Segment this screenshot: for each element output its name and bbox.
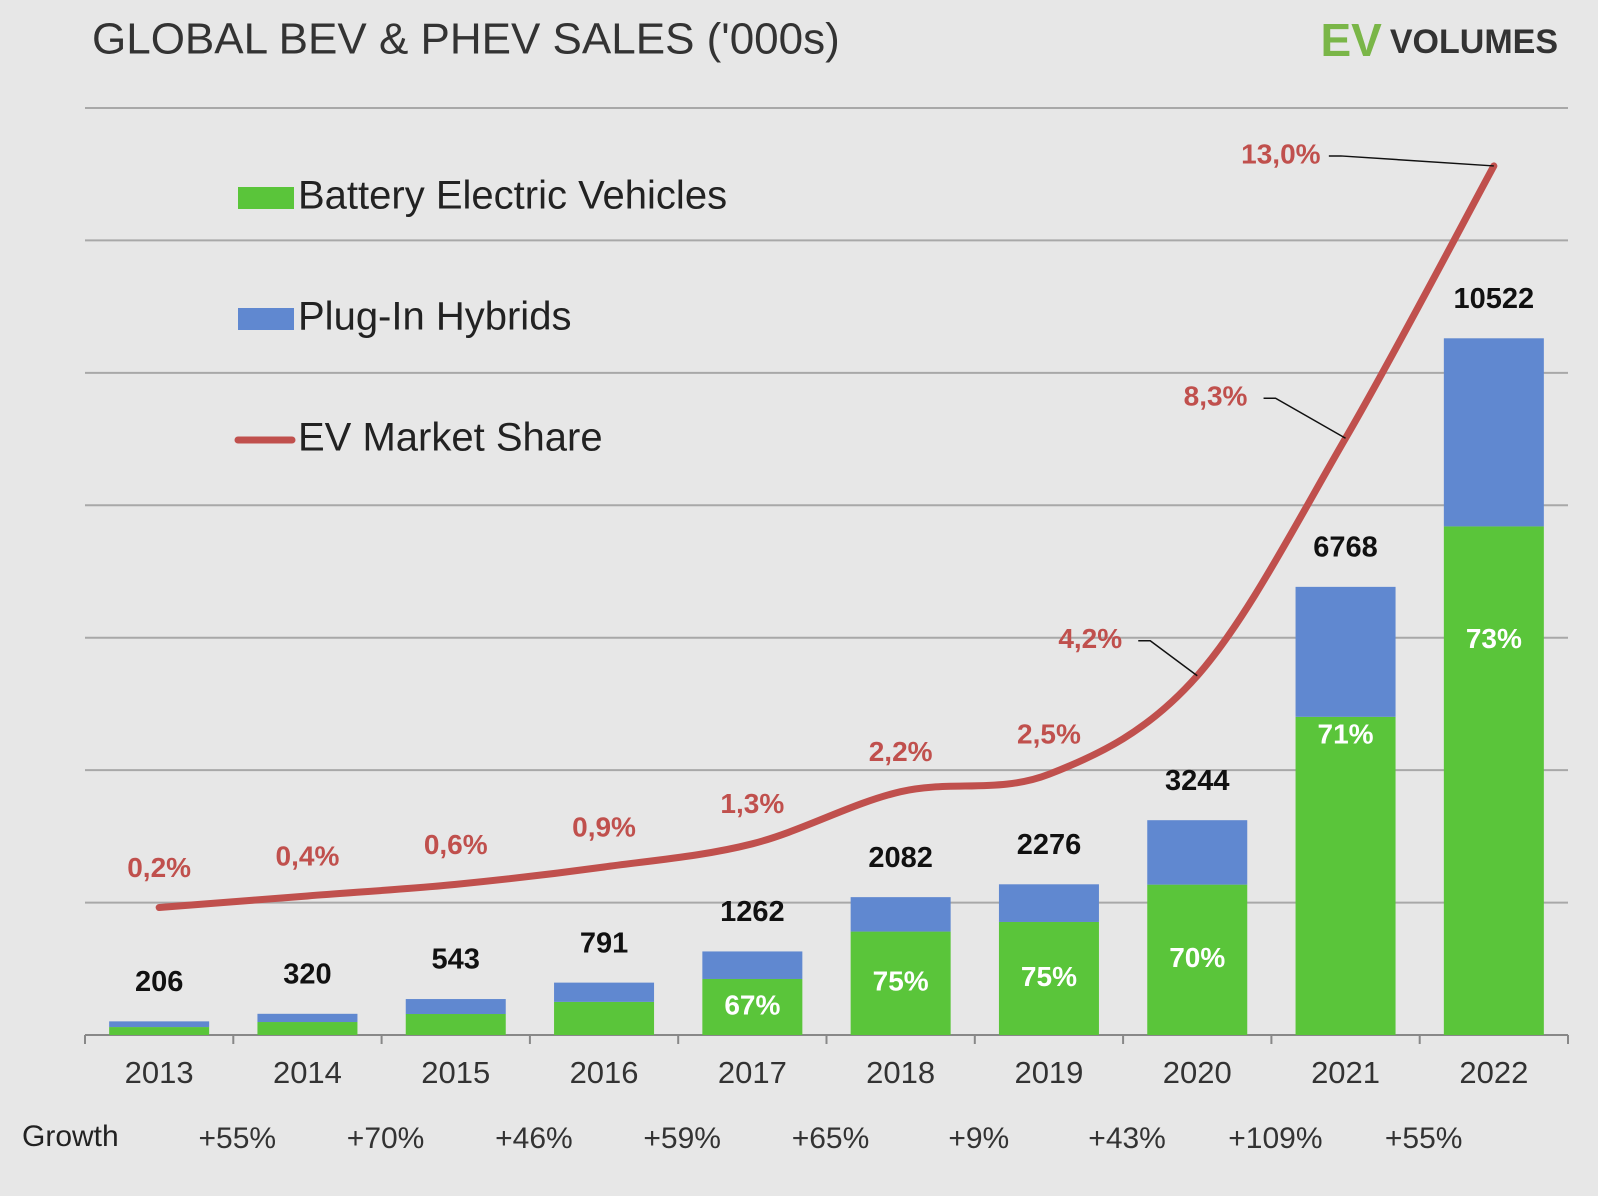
legend-label: EV Market Share <box>298 416 603 460</box>
logo-ev: EV <box>1321 14 1383 66</box>
legend-swatch <box>238 308 294 330</box>
x-tick-label: 2020 <box>1163 1055 1232 1090</box>
x-tick-label: 2014 <box>273 1055 342 1090</box>
growth-value: +70% <box>347 1122 425 1155</box>
share-value-label: 4,2% <box>1058 623 1122 654</box>
bar-segment <box>702 978 803 1035</box>
total-label: 320 <box>283 958 331 990</box>
total-label: 206 <box>135 966 183 998</box>
share-value-label: 2,2% <box>869 736 933 767</box>
leader-line <box>1328 155 1494 167</box>
share-label: 73% <box>1466 623 1522 654</box>
bar-segment <box>1443 338 1544 527</box>
bar-segment <box>554 982 655 1002</box>
bar-segment <box>109 1021 210 1028</box>
share-label: 70% <box>1169 942 1225 973</box>
bar-segment <box>405 1014 506 1035</box>
share-value-label: 8,3% <box>1184 381 1248 412</box>
growth-value: +9% <box>948 1122 1009 1155</box>
total-label: 791 <box>580 927 628 959</box>
bar-segment <box>850 931 951 1035</box>
growth-value: +59% <box>643 1122 721 1155</box>
share-value-label: 1,3% <box>720 788 784 819</box>
leader-line <box>1263 397 1346 439</box>
share-value-label: 0,9% <box>572 811 636 842</box>
bar-segment <box>257 1013 358 1023</box>
bar-segment <box>702 951 803 979</box>
share-label: 75% <box>1021 961 1077 992</box>
growth-value: +43% <box>1088 1122 1166 1155</box>
total-label: 1262 <box>720 896 785 928</box>
bar-segment <box>1443 526 1544 1035</box>
growth-value: +55% <box>199 1122 277 1155</box>
bar-segment <box>257 1022 358 1035</box>
share-label: 75% <box>873 966 929 997</box>
bar-segment <box>1147 884 1248 1035</box>
total-label: 2082 <box>868 842 933 874</box>
x-tick-label: 2015 <box>421 1055 490 1090</box>
growth-value: +65% <box>792 1122 870 1155</box>
growth-value: +55% <box>1385 1122 1463 1155</box>
bar-segment <box>998 921 1099 1035</box>
bar-segment <box>998 884 1099 922</box>
total-label: 10522 <box>1454 283 1535 315</box>
bar-segment <box>109 1027 210 1035</box>
share-line <box>155 162 1498 912</box>
growth-value: +46% <box>495 1122 573 1155</box>
bar-segment <box>405 999 506 1015</box>
chart-title: GLOBAL BEV & PHEV SALES ('000s) <box>92 15 840 64</box>
x-tick-label: 2021 <box>1311 1055 1380 1090</box>
share-label: 71% <box>1318 718 1374 749</box>
total-label: 3244 <box>1165 765 1230 797</box>
bar-segment <box>850 897 951 932</box>
share-label: 67% <box>724 989 780 1020</box>
share-value-label: 13,0% <box>1241 138 1320 169</box>
x-tick-label: 2017 <box>718 1055 787 1090</box>
growth-value: +109% <box>1228 1122 1322 1155</box>
leader-line <box>1138 640 1198 677</box>
share-value-label: 2,5% <box>1017 719 1081 750</box>
bar-segment <box>1295 586 1396 717</box>
share-value-label: 0,4% <box>276 840 340 871</box>
share-value-label: 0,6% <box>424 829 488 860</box>
bar-segment <box>1295 716 1396 1035</box>
total-label: 6768 <box>1313 532 1378 564</box>
bar-segment <box>1147 820 1248 885</box>
legend-label: Plug-In Hybrids <box>298 295 571 339</box>
x-tick-label: 2022 <box>1459 1055 1528 1090</box>
logo: EV VOLUMES <box>1321 14 1559 66</box>
legend-label: Battery Electric Vehicles <box>298 174 727 218</box>
bar-segment <box>554 1001 655 1035</box>
total-label: 2276 <box>1017 829 1082 861</box>
x-tick-label: 2013 <box>125 1055 194 1090</box>
legend-swatch <box>238 187 294 209</box>
share-value-label: 0,2% <box>127 852 191 883</box>
growth-label: Growth <box>22 1120 119 1153</box>
total-label: 543 <box>432 944 480 976</box>
logo-volumes: VOLUMES <box>1390 23 1558 61</box>
x-tick-label: 2016 <box>570 1055 639 1090</box>
x-tick-label: 2019 <box>1014 1055 1083 1090</box>
x-tick-label: 2018 <box>866 1055 935 1090</box>
